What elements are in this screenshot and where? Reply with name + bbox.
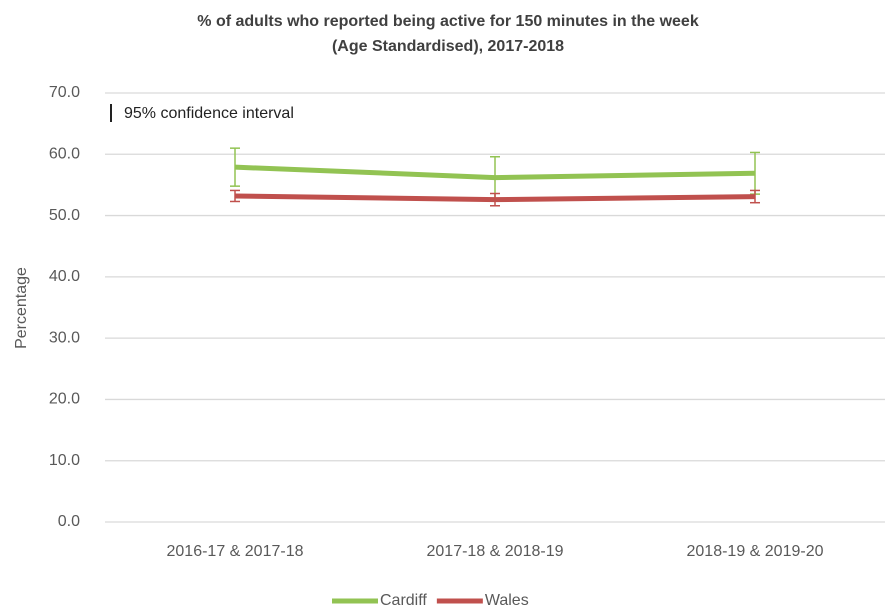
- y-tick-label: 20.0: [49, 391, 80, 408]
- error-bar: [230, 147, 240, 187]
- y-tick-label: 50.0: [49, 207, 80, 224]
- chart-title: % of adults who reported being active fo…: [197, 13, 699, 30]
- chart-title: (Age Standardised), 2017-2018: [332, 38, 564, 55]
- annotation: 95% confidence interval: [124, 105, 294, 122]
- y-tick-label: 70.0: [49, 84, 80, 101]
- error-bar: [750, 189, 760, 204]
- y-tick-label: 60.0: [49, 146, 80, 163]
- error-bar: [490, 192, 500, 207]
- x-tick-label: 2018-19 & 2019-20: [687, 543, 824, 560]
- y-tick-label: 0.0: [58, 513, 80, 530]
- y-tick-label: 30.0: [49, 329, 80, 346]
- y-tick-label: 40.0: [49, 268, 80, 285]
- x-tick-label: 2017-18 & 2018-19: [427, 543, 564, 560]
- y-axis-label: Percentage: [13, 267, 30, 349]
- legend-label: Cardiff: [380, 592, 427, 609]
- x-tick-label: 2016-17 & 2017-18: [167, 543, 304, 560]
- error-bar: [230, 189, 240, 203]
- legend-label: Wales: [485, 592, 529, 609]
- y-tick-label: 10.0: [49, 452, 80, 469]
